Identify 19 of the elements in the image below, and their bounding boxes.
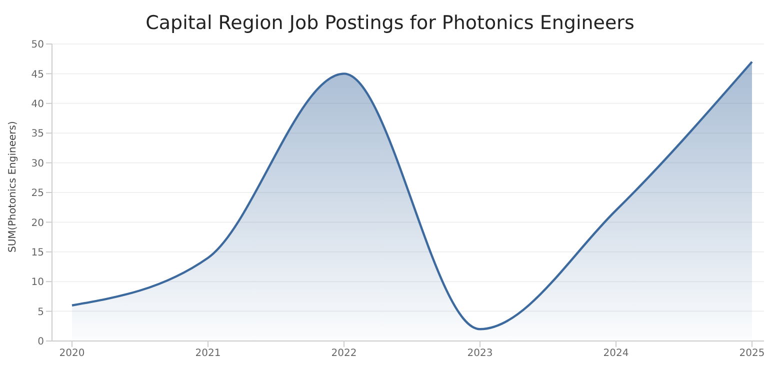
y-tick-label: 25	[31, 188, 44, 200]
x-tick-label: 2024	[603, 348, 629, 360]
x-tick-label: 2021	[195, 348, 221, 360]
x-tick-label: 2020	[59, 348, 85, 360]
y-axis-title: SUM(Photonics Engineers)	[8, 121, 19, 252]
y-tick-label: 50	[31, 40, 44, 51]
y-tick-label: 30	[31, 158, 44, 170]
y-tick-label: 35	[31, 128, 44, 140]
chart-title: Capital Region Job Postings for Photonics Engineers	[144, 11, 636, 36]
y-tick-label: 10	[31, 277, 44, 288]
y-tick-label: 15	[31, 247, 44, 258]
x-tick-label: 2022	[331, 348, 357, 360]
y-tick-label: 20	[31, 218, 44, 229]
y-tick-label: 45	[31, 69, 44, 80]
x-tick-label: 2023	[467, 348, 493, 360]
y-tick-label: 0	[38, 336, 44, 348]
y-tick-label: 40	[31, 98, 44, 110]
y-tick-label: 5	[38, 306, 44, 318]
x-tick-label: 2025	[739, 348, 765, 360]
